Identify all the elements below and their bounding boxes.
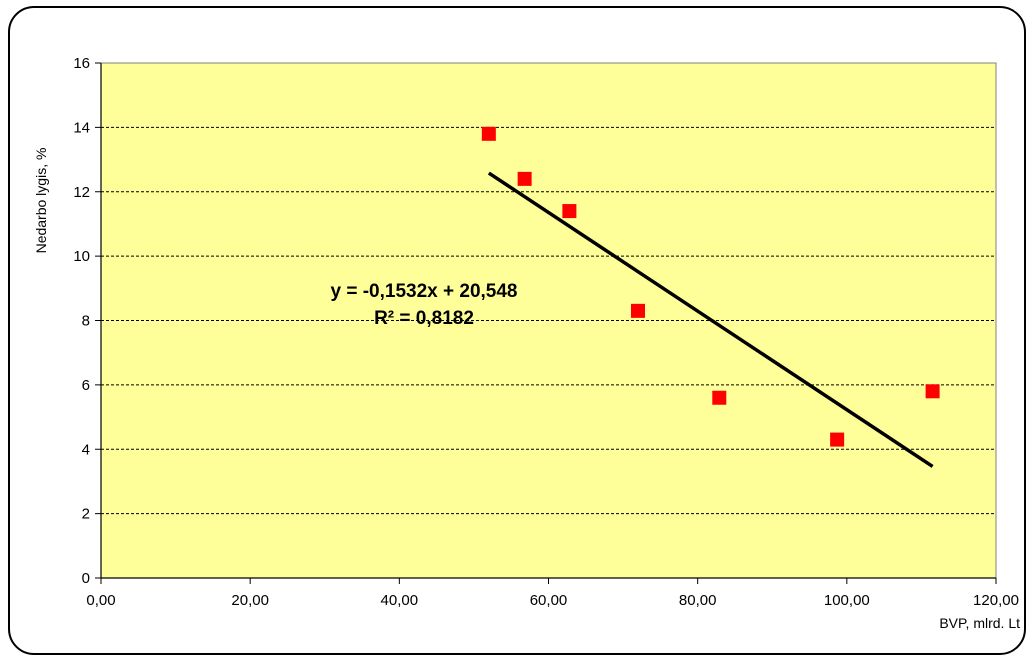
x-axis-label: BVP, mlrd. Lt <box>939 615 1020 631</box>
y-tick-label: 12 <box>73 184 90 201</box>
y-tick-label: 4 <box>82 441 90 458</box>
data-point <box>517 171 532 186</box>
y-tick-label: 6 <box>82 377 90 394</box>
data-point <box>712 390 727 405</box>
x-tick-label: 40,00 <box>381 592 419 609</box>
trendline <box>487 171 934 468</box>
data-points <box>481 126 940 447</box>
gridlines <box>101 126 996 515</box>
x-tick-label: 120,00 <box>973 592 1019 609</box>
y-axis-label: Nedarbo lygis, % <box>33 148 49 254</box>
data-point <box>481 126 496 141</box>
y-tick-label: 10 <box>73 248 90 265</box>
data-point <box>562 204 577 219</box>
axes <box>95 62 997 584</box>
trendline-equation: y = -0,1532x + 20,548 <box>331 281 518 302</box>
y-tick-label: 8 <box>82 313 90 330</box>
x-tick-label: 20,00 <box>231 592 269 609</box>
chart-frame <box>8 6 1026 655</box>
x-tick-label: 60,00 <box>530 592 568 609</box>
y-tick-labels: 0 2 4 6 8 10 12 14 16 <box>73 55 90 587</box>
data-point <box>631 303 645 318</box>
x-tick-labels: 0,00 20,00 40,00 60,00 80,00 100,00 120,00 <box>86 592 1019 609</box>
x-tick-label: 80,00 <box>679 592 717 609</box>
x-tick-label: 0,00 <box>86 592 115 609</box>
trendline-r-squared: R² = 0,8182 <box>374 308 474 329</box>
data-point <box>830 432 845 447</box>
x-tick-label: 100,00 <box>824 592 870 609</box>
y-tick-label: 0 <box>82 570 90 587</box>
data-point <box>925 384 940 399</box>
y-tick-label: 14 <box>73 119 90 136</box>
y-tick-label: 16 <box>73 55 90 72</box>
y-tick-label: 2 <box>82 506 90 523</box>
